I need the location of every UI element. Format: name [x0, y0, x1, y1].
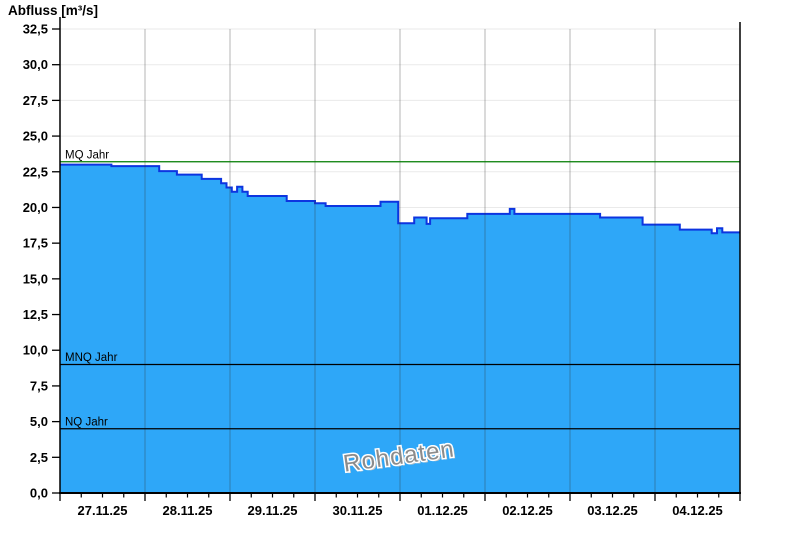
x-tick-label: 04.12.25	[672, 503, 723, 518]
y-tick-label: 12,5	[23, 307, 48, 322]
y-tick-label: 15,0	[23, 271, 48, 286]
y-tick-label: 32,5	[23, 22, 48, 37]
y-tick-label: 17,5	[23, 236, 48, 251]
nq-label: NQ Jahr	[65, 416, 108, 428]
y-tick-label: 0,0	[30, 486, 48, 501]
y-tick-label: 27,5	[23, 93, 48, 108]
mq-label: MQ Jahr	[65, 149, 109, 161]
y-tick-label: 2,5	[30, 450, 48, 465]
y-tick-label: 30,0	[23, 57, 48, 72]
x-tick-label: 02.12.25	[502, 503, 553, 518]
chart-title: Abfluss [m³/s]	[8, 3, 99, 18]
y-tick-label: 7,5	[30, 378, 48, 393]
discharge-area	[60, 164, 740, 493]
y-tick-label: 20,0	[23, 200, 48, 215]
x-tick-label: 27.11.25	[78, 503, 128, 518]
x-tick-label: 30.11.25	[333, 503, 383, 518]
y-tick-label: 5,0	[30, 414, 48, 429]
y-tick-label: 25,0	[23, 129, 48, 144]
y-tick-label: 10,0	[23, 343, 48, 358]
x-tick-label: 01.12.25	[417, 503, 468, 518]
mnq-label: MNQ Jahr	[65, 352, 118, 364]
x-tick-label: 03.12.25	[587, 503, 638, 518]
discharge-line	[60, 163, 740, 235]
x-tick-label: 29.11.25	[248, 503, 298, 518]
x-tick-label: 28.11.25	[163, 503, 213, 518]
y-tick-label: 22,5	[23, 164, 48, 179]
